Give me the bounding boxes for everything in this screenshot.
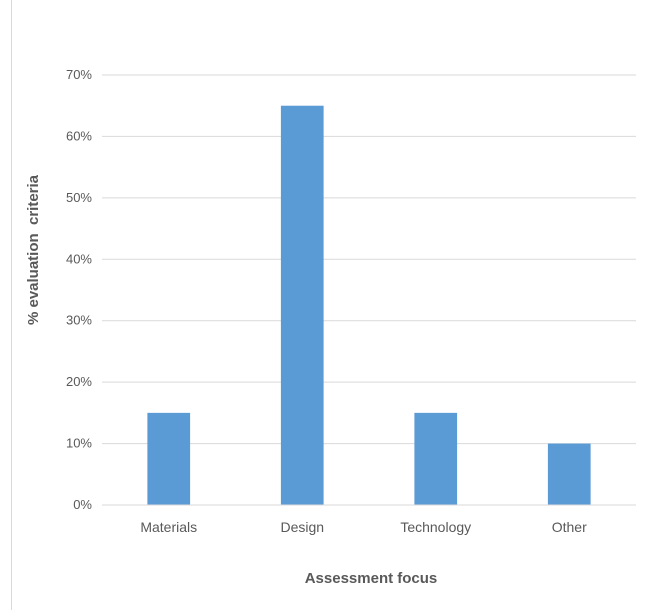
y-axis-title: % evaluation criteria — [25, 174, 42, 325]
x-category-label: Other — [552, 519, 587, 535]
x-category-label: Materials — [140, 519, 197, 535]
y-tick-label: 0% — [73, 497, 92, 512]
bar-materials — [147, 412, 191, 505]
y-tick-label: 40% — [66, 251, 92, 266]
y-tick-label: 10% — [66, 436, 92, 451]
x-axis-title: Assessment focus — [305, 570, 438, 587]
y-tick-label: 50% — [66, 190, 92, 205]
x-axis-category-labels: Materials Design Technology Other — [140, 519, 587, 535]
y-axis-tick-labels: 0% 10% 20% 30% 40% 50% 60% 70% — [66, 67, 92, 512]
bar-design — [280, 105, 324, 505]
bars — [147, 105, 591, 505]
bar-other — [547, 443, 591, 505]
gridlines — [102, 74, 636, 445]
x-category-label: Technology — [400, 519, 471, 535]
y-tick-label: 30% — [66, 313, 92, 328]
bar-technology — [414, 412, 458, 505]
y-tick-label: 70% — [66, 67, 92, 82]
y-tick-label: 60% — [66, 128, 92, 143]
chart-frame — [11, 0, 650, 610]
x-category-label: Design — [280, 519, 324, 535]
y-tick-label: 20% — [66, 374, 92, 389]
